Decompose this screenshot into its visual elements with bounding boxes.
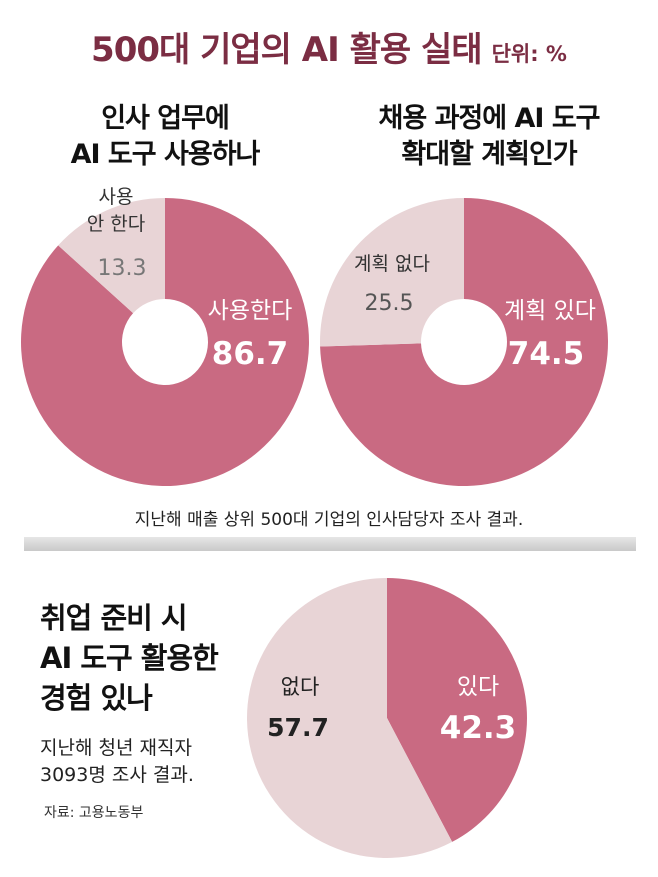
slice-label: 사용한다 <box>208 298 293 324</box>
chart-title: 500대 기업의 AI 활용 실태 단위: % <box>0 22 658 71</box>
chart2-question: 채용 과정에 AI 도구 확대할 계획인가 <box>320 101 658 173</box>
pie-slice <box>246 578 453 858</box>
slice-label: 안 한다 <box>87 213 145 235</box>
chart3-question-line: 경험 있나 <box>40 681 153 715</box>
section-divider <box>24 537 636 551</box>
slice-label: 없다 <box>281 675 320 699</box>
bottom-survey-line: 3093명 조사 결과. <box>40 764 194 786</box>
chart3-question-line: 취업 준비 시 <box>40 601 188 635</box>
slice-label: 있다 <box>457 674 499 700</box>
slice-label: 사용 <box>99 186 134 208</box>
slice-value-label: 42.3 <box>440 710 517 746</box>
chart3-question: 취업 준비 시 AI 도구 활용한 경험 있나 <box>40 598 219 718</box>
slice-value-label: 57.7 <box>267 713 329 742</box>
slice-value-label: 13.3 <box>98 256 147 281</box>
chart1-question: 인사 업무에 AI 도구 사용하나 <box>0 101 330 173</box>
pie-slice <box>387 578 527 842</box>
pie-slice <box>58 198 165 314</box>
slice-value-label: 86.7 <box>212 336 289 372</box>
chart2-question-line: 확대할 계획인가 <box>401 139 577 170</box>
pie-slice <box>319 198 464 347</box>
bottom-survey-line: 지난해 청년 재직자 <box>40 737 192 759</box>
top-survey-note: 지난해 매출 상위 500대 기업의 인사담당자 조사 결과. <box>134 510 524 530</box>
slice-label: 계획 있다 <box>504 298 596 324</box>
slice-label: 계획 없다 <box>354 253 430 275</box>
chart1-question-line: AI 도구 사용하나 <box>70 139 261 170</box>
main-title-text: 500대 기업의 AI 활용 실태 <box>91 30 483 70</box>
bottom-survey-note: 지난해 청년 재직자 3093명 조사 결과. <box>40 735 194 789</box>
pie-slice <box>320 198 608 486</box>
unit-label: 단위: % <box>491 42 567 66</box>
slice-value-label: 25.5 <box>365 291 414 316</box>
chart1-question-line: 인사 업무에 <box>101 103 230 134</box>
source-note: 자료: 고용노동부 <box>44 805 144 821</box>
chart2-question-line: 채용 과정에 AI 도구 <box>378 103 600 134</box>
pie-slice <box>21 198 309 486</box>
chart3-question-line: AI 도구 활용한 <box>40 641 219 675</box>
slice-value-label: 74.5 <box>508 336 585 372</box>
